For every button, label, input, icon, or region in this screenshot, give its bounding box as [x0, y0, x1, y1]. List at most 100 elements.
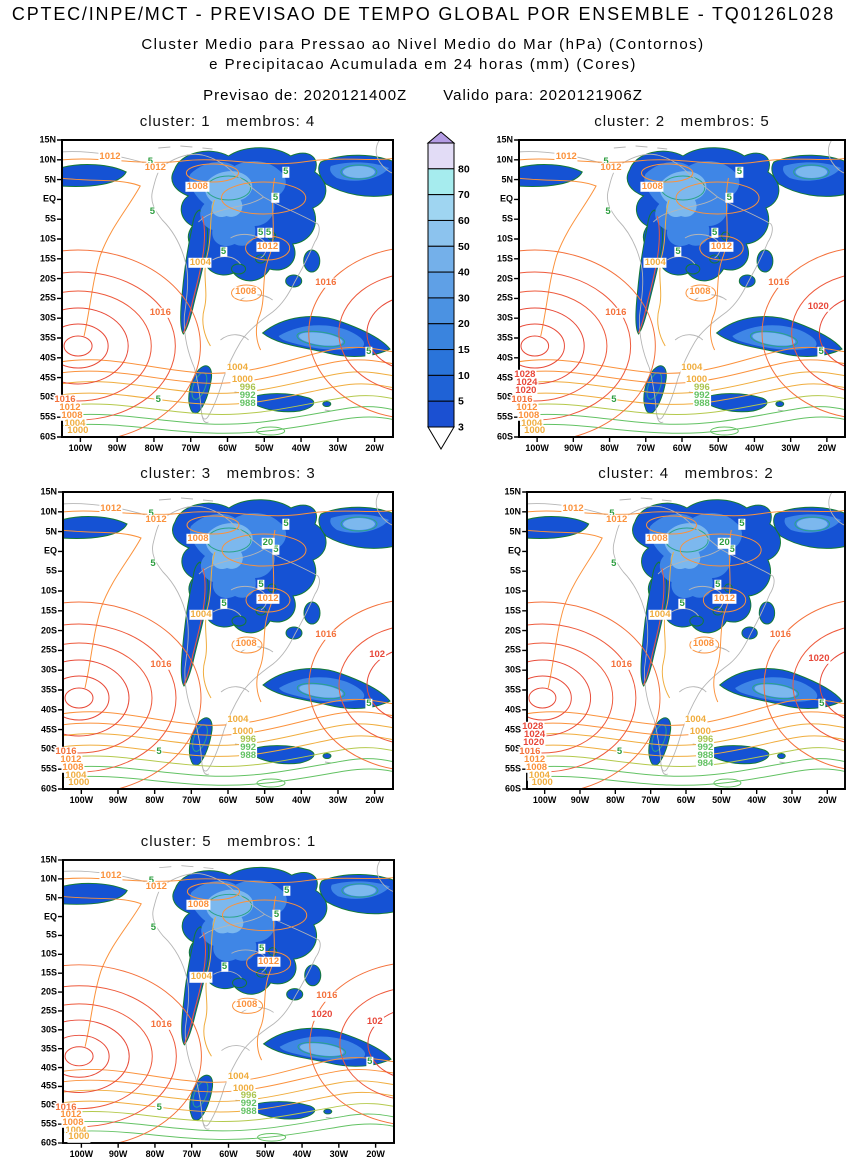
contour-label: 1012: [712, 592, 737, 605]
colorbar-band: [427, 271, 455, 299]
lat-label: 15S: [496, 253, 513, 264]
contour-label: 1012: [605, 513, 629, 526]
lat-label: 60S: [40, 783, 57, 794]
lon-label: 90W: [570, 795, 590, 805]
contour-label: 1016: [314, 628, 338, 641]
contour-label: 5: [282, 165, 290, 178]
contour-label: 1004: [63, 417, 87, 430]
forecast-dateline: Previsao de: 2020121400Z Valido para: 202…: [32, 87, 814, 104]
lon-label: 90W: [108, 795, 128, 805]
cluster-panel-2: cluster: 2 membros: 5 15N 10N 5N EQ 5S 10S 15S 2…: [496, 113, 846, 453]
lat-label: 45S: [504, 724, 521, 735]
lon-label: 40W: [747, 795, 766, 805]
contour-label: 992: [239, 741, 258, 754]
contour-label: 1012: [143, 161, 167, 174]
contour-label: 1016: [518, 745, 542, 758]
lat-label: EQ: [507, 545, 521, 556]
lat-label: 55S: [504, 763, 521, 774]
contour-label: 1016: [314, 276, 338, 289]
lat-label: 30S: [39, 312, 56, 323]
contour-label: 1004: [680, 361, 704, 374]
contour-label: 1004: [189, 608, 213, 621]
contour-label: 1016: [148, 306, 172, 319]
contour-label: 5: [149, 922, 158, 934]
cluster-panel-5: cluster: 5 membros: 1 15N 10N 5N EQ 5S 10S 15S 2…: [40, 833, 396, 1157]
contour-label: 102: [365, 1015, 384, 1028]
lat-label: 45S: [40, 724, 57, 735]
contour-label: 1008: [235, 998, 259, 1011]
contour-label: 1012: [144, 880, 168, 892]
lat-label: 5N: [509, 526, 521, 537]
lat-label: 20S: [40, 986, 57, 997]
lat-label: 15S: [40, 967, 57, 978]
lat-label: 5S: [44, 213, 56, 224]
contour-label: 1012: [561, 502, 585, 515]
contour-label: 1012: [255, 240, 280, 253]
lat-label: 40S: [496, 352, 513, 363]
contour-label: 1000: [685, 373, 709, 386]
lat-label: 35S: [40, 684, 57, 695]
contour-label: 1016: [54, 1101, 78, 1113]
contour-label: 1012: [515, 401, 539, 414]
contour-label: 996: [692, 381, 711, 394]
contour-label: 1000: [67, 1131, 91, 1143]
lon-label: 80W: [606, 795, 625, 805]
map-panel: [521, 491, 846, 795]
contour-label: 5: [220, 597, 228, 610]
precip-colorbar: 80 70 60 50 40 30 20 15 10 5 3: [420, 130, 504, 462]
lat-label: 10S: [40, 585, 57, 596]
lon-label: 20W: [366, 1149, 385, 1157]
contour-label: 5: [366, 1055, 374, 1068]
contour-label: 1008: [234, 637, 258, 650]
contour-label: 5: [271, 191, 280, 204]
subtitle-line-2: e Precipitacao Acumulada em 24 horas (mm…: [209, 56, 637, 73]
lat-label: 30S: [504, 664, 521, 675]
contour-label: 1012: [144, 513, 168, 526]
colorbar-bottom-arrow: [427, 426, 455, 451]
lat-label: EQ: [43, 545, 57, 556]
contour-label: 1020: [522, 736, 546, 749]
precip-colorbar-svg: 80 70 60 50 40 30 20 15 10 5 3: [426, 131, 470, 451]
contour-label: 1000: [231, 1082, 255, 1094]
lon-label: 30W: [781, 443, 800, 453]
lat-label: 5S: [45, 565, 57, 576]
lon-label: 30W: [328, 795, 348, 805]
lat-label: 15N: [504, 486, 521, 497]
lon-label: 20W: [365, 795, 384, 805]
contour-label: 5: [220, 960, 229, 972]
forecast-init-label: Previsao de:: [203, 87, 299, 104]
colorbar-band: [427, 374, 455, 402]
panel-title: cluster: 1 membros: 4: [139, 113, 316, 130]
lat-label: 55S: [40, 763, 57, 774]
lat-label: 40S: [504, 704, 521, 715]
contour-label: 5: [365, 345, 373, 358]
lat-label: 15S: [504, 605, 521, 616]
contour-label: 1008: [61, 1116, 85, 1129]
lat-label: 25S: [39, 292, 56, 303]
cluster-panel-3: cluster: 3 membros: 3 15N 10N 5N EQ 5S 10S 15S 2…: [40, 465, 394, 805]
lat-label: 30S: [40, 1024, 57, 1035]
panel-title: cluster: 5 membros: 1: [140, 833, 317, 850]
contour-label: 1004: [643, 256, 667, 269]
subtitle-line-1: Cluster Medio para Pressao ao Nivel Medi…: [141, 36, 705, 53]
contour-label: 1008: [688, 285, 712, 298]
lat-label: 35S: [504, 684, 521, 695]
contour-label: 1024: [515, 376, 539, 389]
lat-label: 25S: [40, 1005, 57, 1016]
lat-label: 10S: [504, 585, 521, 596]
contour-label: 5: [147, 507, 155, 520]
lon-label: 60W: [676, 795, 696, 805]
contour-label: 988: [239, 749, 258, 762]
lat-label: 45S: [39, 372, 56, 383]
lat-label: 20S: [496, 273, 513, 284]
cluster-panel-1: cluster: 1 membros: 4 15N 10N 5N EQ 5S 10S 15S 2…: [39, 113, 395, 453]
contour-label: 1016: [510, 393, 534, 406]
contour-label: 988: [238, 397, 257, 410]
contour-label: 1016: [604, 306, 628, 319]
lon-label: 70W: [182, 795, 201, 805]
contour-label: 102: [368, 648, 387, 661]
contour-label: 5: [674, 245, 682, 258]
lon-label: 60W: [219, 1149, 238, 1157]
contour-label: 1000: [66, 424, 90, 437]
lat-label: 5S: [501, 213, 513, 224]
